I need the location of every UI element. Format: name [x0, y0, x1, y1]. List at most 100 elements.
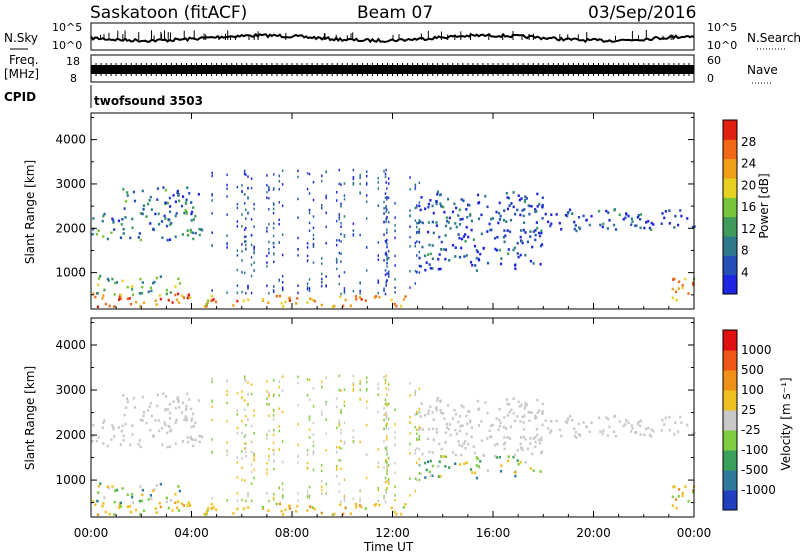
power-cell [681, 286, 684, 290]
power-cell [266, 196, 268, 200]
power-cell [335, 243, 338, 247]
velocity-cell [539, 470, 542, 473]
power-cell [516, 208, 519, 212]
power-cell [325, 225, 327, 229]
power-cell [131, 288, 134, 291]
y-tick-label: 1000 [55, 473, 86, 487]
power-cell [384, 192, 387, 195]
power-cell [183, 211, 186, 215]
velocity-cell [166, 408, 169, 411]
power-cell [418, 264, 421, 268]
velocity-cell [691, 489, 695, 492]
power-cell [588, 223, 591, 227]
velocity-cell [681, 494, 684, 498]
power-cell [614, 228, 618, 231]
velocity-cell [150, 414, 153, 418]
velocity-cell [508, 403, 511, 406]
power-cell [155, 303, 158, 306]
power-cell [108, 304, 111, 308]
power-cell [418, 219, 421, 222]
power-cell [448, 259, 451, 262]
power-cell [272, 211, 275, 215]
velocity-cell [247, 418, 249, 421]
power-cell [387, 270, 390, 273]
velocity-cell [503, 436, 506, 439]
power-cell [174, 293, 177, 297]
power-cell [281, 233, 284, 236]
power-cell [550, 213, 553, 216]
power-cell [522, 214, 525, 218]
velocity-cell [129, 443, 132, 447]
power-cell [524, 253, 527, 257]
freq-nave-trace [90, 63, 694, 76]
power-cell [245, 208, 247, 212]
power-cell [306, 254, 309, 258]
power-cell [176, 189, 180, 193]
power-cell [312, 198, 315, 202]
power-cell [418, 257, 421, 260]
velocity-cell [211, 450, 213, 454]
power-cell [387, 196, 390, 200]
velocity-cell [320, 480, 323, 483]
power-cell [502, 235, 506, 239]
power-cell [490, 217, 493, 221]
velocity-cell [211, 438, 213, 441]
velocity-cell [414, 413, 417, 416]
power-cell [507, 252, 510, 256]
velocity-cell [106, 444, 109, 448]
power-cell [343, 287, 346, 290]
power-cell [418, 240, 421, 244]
velocity-cell [514, 419, 517, 423]
velocity-cell [352, 374, 355, 378]
velocity-cell [306, 449, 309, 452]
velocity-cell [250, 499, 253, 503]
velocity-cell [181, 440, 184, 443]
power-cell [185, 210, 188, 213]
velocity-cell [462, 442, 466, 445]
velocity-cell [387, 457, 390, 460]
velocity-cell [308, 378, 311, 382]
velocity-cell [142, 414, 145, 418]
power-cell [479, 252, 482, 256]
velocity-cell [273, 459, 275, 462]
power-cell [168, 196, 171, 200]
power-cell [513, 263, 517, 267]
power-cell [177, 292, 180, 296]
power-cell [462, 199, 465, 203]
power-cell [168, 238, 172, 242]
power-cell [320, 257, 323, 260]
noise-tick-bottom-left: 10^0 [52, 39, 82, 52]
power-cell [418, 201, 421, 204]
velocity-cell [435, 427, 438, 431]
power-cell [458, 236, 461, 240]
velocity-cell [190, 417, 194, 420]
power-cell [338, 168, 341, 172]
velocity-cell [297, 492, 299, 495]
power-cell [431, 267, 434, 270]
power-cell [475, 256, 478, 260]
power-cell [272, 241, 275, 245]
velocity-cell [272, 418, 275, 421]
power-cell [498, 201, 501, 205]
velocity-cell [386, 414, 388, 418]
power-cell [92, 217, 95, 220]
power-cell [226, 242, 228, 245]
velocity-cell [531, 452, 534, 456]
power-cell [431, 257, 434, 261]
beam-title: Beam 07 [357, 3, 433, 23]
power-cell [517, 194, 520, 197]
velocity-cell [297, 375, 299, 379]
velocity-cell [386, 402, 388, 405]
velocity-cell [158, 501, 161, 505]
power-cell [424, 268, 427, 272]
power-cell [312, 244, 315, 248]
power-cell [272, 226, 275, 230]
power-cell [177, 199, 181, 203]
velocity-cell [386, 464, 388, 467]
velocity-cell [131, 495, 134, 499]
velocity-cell [335, 397, 338, 400]
power-cell [102, 214, 105, 218]
power-cell [121, 218, 124, 221]
power-cell [119, 297, 122, 300]
power-cell [161, 236, 164, 240]
